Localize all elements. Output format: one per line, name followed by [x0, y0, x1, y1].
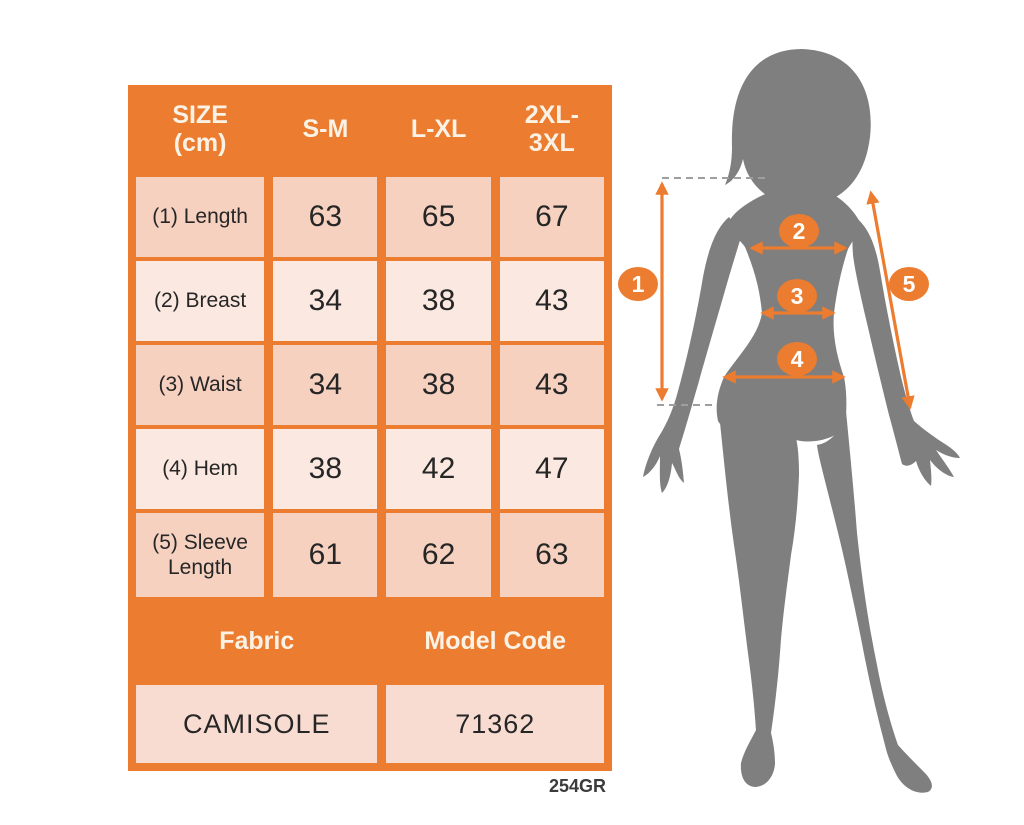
- woman-silhouette: [643, 49, 960, 793]
- model-code-value: 71362: [386, 685, 604, 763]
- value-waist-lxl: 38: [386, 345, 491, 425]
- header-col-lxl: L-XL: [386, 85, 491, 173]
- measurement-figure-svg: 1 2 3 4 5: [618, 49, 960, 793]
- row-label-waist: (3) Waist: [136, 345, 265, 425]
- header-col-sm: S-M: [273, 85, 378, 173]
- value-waist-sm: 34: [273, 345, 378, 425]
- svg-text:4: 4: [791, 346, 804, 372]
- body-measurement-diagram: 1 2 3 4 5: [615, 25, 1015, 815]
- value-sleeve-2xl3xl: 63: [499, 513, 604, 597]
- row-label-breast: (2) Breast: [136, 261, 265, 341]
- header-size-unit: SIZE (cm): [136, 85, 265, 173]
- badge-3: 3: [777, 279, 817, 313]
- svg-text:2: 2: [793, 218, 806, 244]
- badge-2: 2: [779, 214, 819, 248]
- badge-1: 1: [618, 267, 658, 301]
- value-length-2xl3xl: 67: [499, 177, 604, 257]
- svg-text:5: 5: [903, 271, 916, 297]
- value-length-sm: 63: [273, 177, 378, 257]
- row-label-sleeve-length: (5) Sleeve Length: [136, 513, 265, 597]
- value-hem-sm: 38: [273, 429, 378, 509]
- row-label-hem: (4) Hem: [136, 429, 265, 509]
- footer-header-model-code: Model Code: [386, 601, 604, 681]
- value-sleeve-lxl: 62: [386, 513, 491, 597]
- row-label-length: (1) Length: [136, 177, 265, 257]
- value-breast-2xl3xl: 43: [499, 261, 604, 341]
- size-chart-table: SIZE (cm) S-M L-XL 2XL- 3XL (1) Length 6…: [128, 85, 612, 771]
- silhouette-right-leg: [817, 411, 932, 793]
- value-length-lxl: 65: [386, 177, 491, 257]
- value-hem-lxl: 42: [386, 429, 491, 509]
- svg-text:3: 3: [791, 283, 804, 309]
- silhouette-left-leg: [719, 413, 799, 787]
- silhouette-left-arm: [643, 217, 741, 493]
- value-waist-2xl3xl: 43: [499, 345, 604, 425]
- product-code-note: 254GR: [548, 776, 606, 796]
- value-hem-2xl3xl: 47: [499, 429, 604, 509]
- silhouette-head: [725, 49, 871, 205]
- badge-4: 4: [777, 342, 817, 376]
- value-breast-lxl: 38: [386, 261, 491, 341]
- header-col-2xl3xl: 2XL- 3XL: [499, 85, 604, 173]
- value-breast-sm: 34: [273, 261, 378, 341]
- footer-header-fabric: Fabric: [136, 601, 378, 681]
- arrow-sleeve: [866, 190, 915, 410]
- badge-5: 5: [889, 267, 929, 301]
- silhouette-right-arm: [852, 217, 960, 486]
- value-sleeve-sm: 61: [273, 513, 378, 597]
- fabric-value: CAMISOLE: [136, 685, 378, 763]
- svg-text:1: 1: [632, 271, 645, 297]
